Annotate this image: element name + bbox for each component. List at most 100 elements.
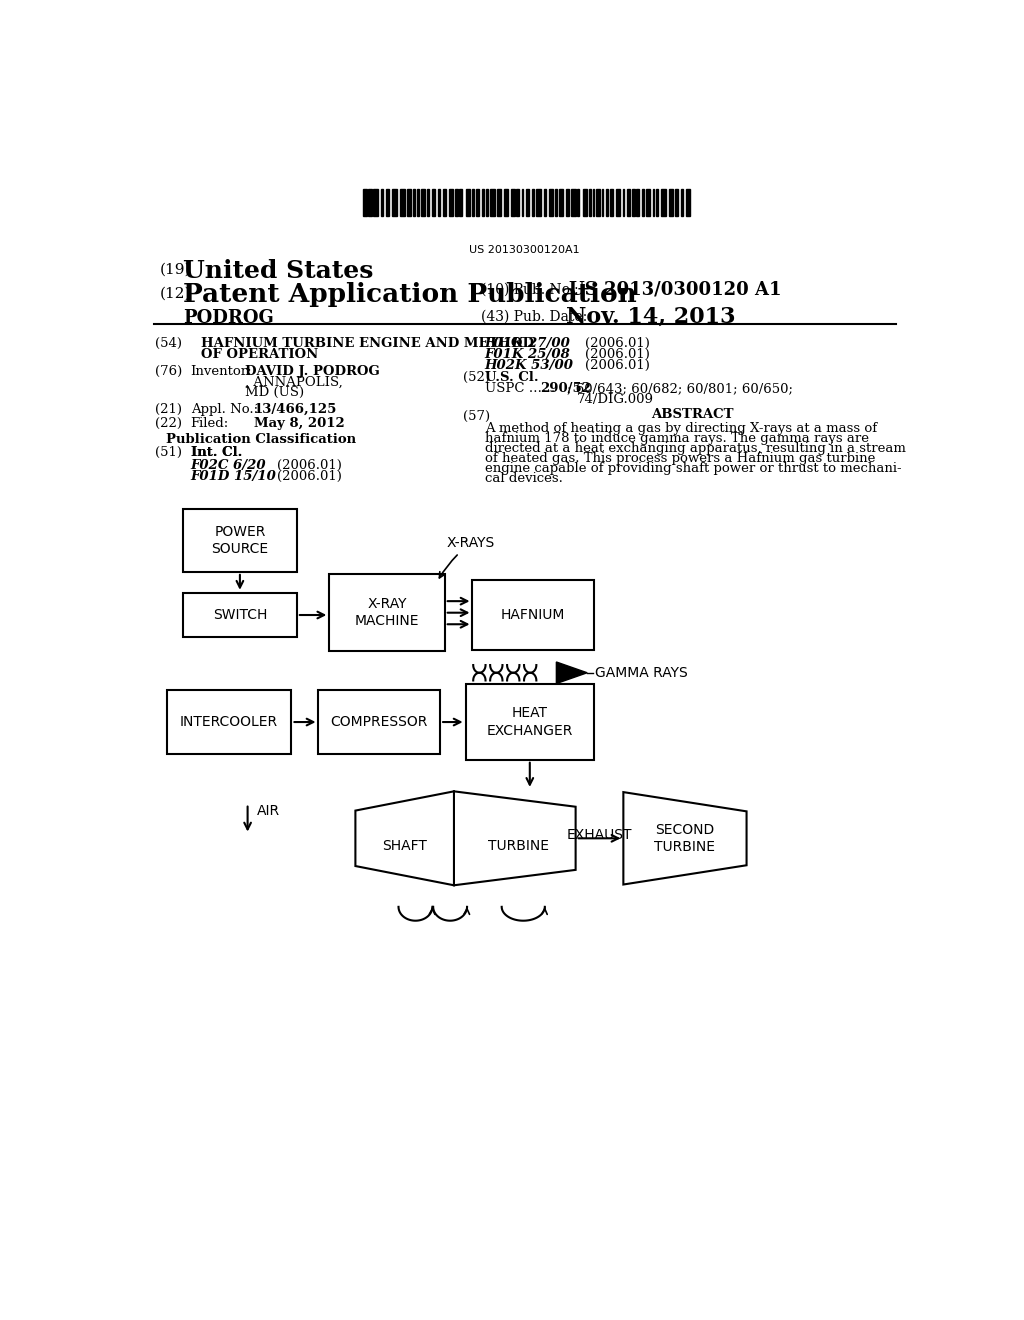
Text: (2006.01): (2006.01)	[585, 359, 650, 372]
Bar	[642, 189, 644, 216]
Text: Patent Application Publication: Patent Application Publication	[183, 282, 637, 308]
Bar	[521, 189, 523, 216]
Bar	[681, 189, 683, 216]
Text: (76): (76)	[156, 364, 182, 378]
Bar	[559, 189, 563, 216]
Text: Nov. 14, 2013: Nov. 14, 2013	[565, 306, 735, 329]
Polygon shape	[556, 663, 587, 684]
Text: HEAT
EXCHANGER: HEAT EXCHANGER	[486, 706, 573, 738]
Text: United States: United States	[183, 259, 374, 282]
Text: engine capable of providing shaft power or thrust to mechani-: engine capable of providing shaft power …	[484, 462, 901, 475]
Text: 290/52: 290/52	[541, 383, 591, 396]
Bar	[531, 189, 535, 216]
Bar	[609, 189, 613, 216]
Bar	[466, 684, 594, 760]
Text: (10) Pub. No.:: (10) Pub. No.:	[481, 282, 583, 297]
Bar	[490, 189, 495, 216]
Text: TURBINE: TURBINE	[488, 840, 549, 853]
Text: US 2013/0300120 A1: US 2013/0300120 A1	[569, 280, 782, 298]
Text: H02K 53/00: H02K 53/00	[484, 359, 573, 372]
Bar	[183, 593, 297, 638]
Bar	[602, 189, 603, 216]
Text: F01K 27/00: F01K 27/00	[484, 337, 570, 350]
Bar	[623, 189, 625, 216]
Bar	[407, 189, 411, 216]
Bar	[427, 189, 429, 216]
Bar	[656, 189, 658, 216]
Bar	[386, 189, 389, 216]
Text: PODROG: PODROG	[183, 309, 273, 327]
Bar	[472, 189, 474, 216]
Bar	[438, 189, 440, 216]
Text: SWITCH: SWITCH	[213, 609, 267, 622]
Text: ; 60/643; 60/682; 60/801; 60/650;: ; 60/643; 60/682; 60/801; 60/650;	[567, 383, 794, 396]
Text: US 20130300120A1: US 20130300120A1	[469, 244, 581, 255]
Text: 13/466,125: 13/466,125	[254, 404, 337, 416]
Text: Publication Classification: Publication Classification	[166, 433, 356, 446]
Bar	[662, 189, 666, 216]
Polygon shape	[624, 792, 746, 884]
Bar	[392, 189, 397, 216]
Text: (52): (52)	[463, 371, 490, 384]
Text: (2006.01): (2006.01)	[585, 337, 650, 350]
Text: ABSTRACT: ABSTRACT	[651, 408, 734, 421]
Bar	[450, 189, 454, 216]
Text: directed at a heat exchanging apparatus, resulting in a stream: directed at a heat exchanging apparatus,…	[484, 442, 905, 455]
Polygon shape	[454, 792, 575, 886]
Bar	[460, 189, 463, 216]
Text: Int. Cl.: Int. Cl.	[190, 446, 242, 459]
Bar	[475, 189, 479, 216]
Text: (54): (54)	[156, 337, 182, 350]
Bar	[632, 189, 635, 216]
Text: POWER
SOURCE: POWER SOURCE	[211, 524, 268, 556]
Text: May 8, 2012: May 8, 2012	[254, 417, 344, 430]
Text: (43) Pub. Date:: (43) Pub. Date:	[481, 309, 587, 323]
Text: EXHAUST: EXHAUST	[566, 828, 632, 842]
Bar	[616, 189, 620, 216]
Bar	[413, 189, 416, 216]
Text: hafnium 178 to induce gamma rays. The gamma rays are: hafnium 178 to induce gamma rays. The ga…	[484, 432, 868, 445]
Bar	[381, 189, 383, 216]
Text: USPC ……: USPC ……	[484, 383, 559, 396]
Bar	[486, 189, 487, 216]
Bar	[400, 189, 404, 216]
Text: SHAFT: SHAFT	[382, 840, 427, 853]
Text: F02C 6/20: F02C 6/20	[190, 459, 266, 471]
Bar	[472, 581, 594, 649]
Bar	[364, 189, 367, 216]
Text: 74/DIG.009: 74/DIG.009	[578, 393, 654, 407]
Bar	[628, 189, 631, 216]
Bar	[537, 189, 541, 216]
Text: Inventor:: Inventor:	[190, 364, 252, 378]
Text: (2006.01): (2006.01)	[276, 459, 342, 471]
Text: (22): (22)	[156, 417, 182, 430]
Bar	[330, 574, 444, 651]
Text: F01D 15/10: F01D 15/10	[190, 470, 276, 483]
Bar	[578, 189, 580, 216]
Bar	[652, 189, 654, 216]
Text: (21): (21)	[156, 404, 182, 416]
Bar	[183, 508, 297, 572]
Bar	[549, 189, 553, 216]
Text: X-RAYS: X-RAYS	[439, 536, 495, 578]
Bar	[373, 189, 378, 216]
Text: AIR: AIR	[257, 804, 280, 818]
Bar	[686, 189, 690, 216]
Text: MD (US): MD (US)	[245, 387, 304, 400]
Bar	[675, 189, 678, 216]
Text: A method of heating a gas by directing X-rays at a mass of: A method of heating a gas by directing X…	[484, 422, 877, 434]
Bar	[318, 690, 440, 755]
Bar	[167, 690, 292, 755]
Bar	[593, 189, 594, 216]
Bar	[525, 189, 529, 216]
Bar	[571, 189, 575, 216]
Bar	[443, 189, 446, 216]
Text: COMPRESSOR: COMPRESSOR	[331, 715, 428, 729]
Text: (57): (57)	[463, 411, 490, 424]
Bar	[369, 189, 372, 216]
Text: DAVID J. PODROG: DAVID J. PODROG	[245, 364, 379, 378]
Text: (12): (12)	[160, 286, 191, 300]
Bar	[669, 189, 673, 216]
Bar	[555, 189, 557, 216]
Text: GAMMA RAYS: GAMMA RAYS	[595, 665, 688, 680]
